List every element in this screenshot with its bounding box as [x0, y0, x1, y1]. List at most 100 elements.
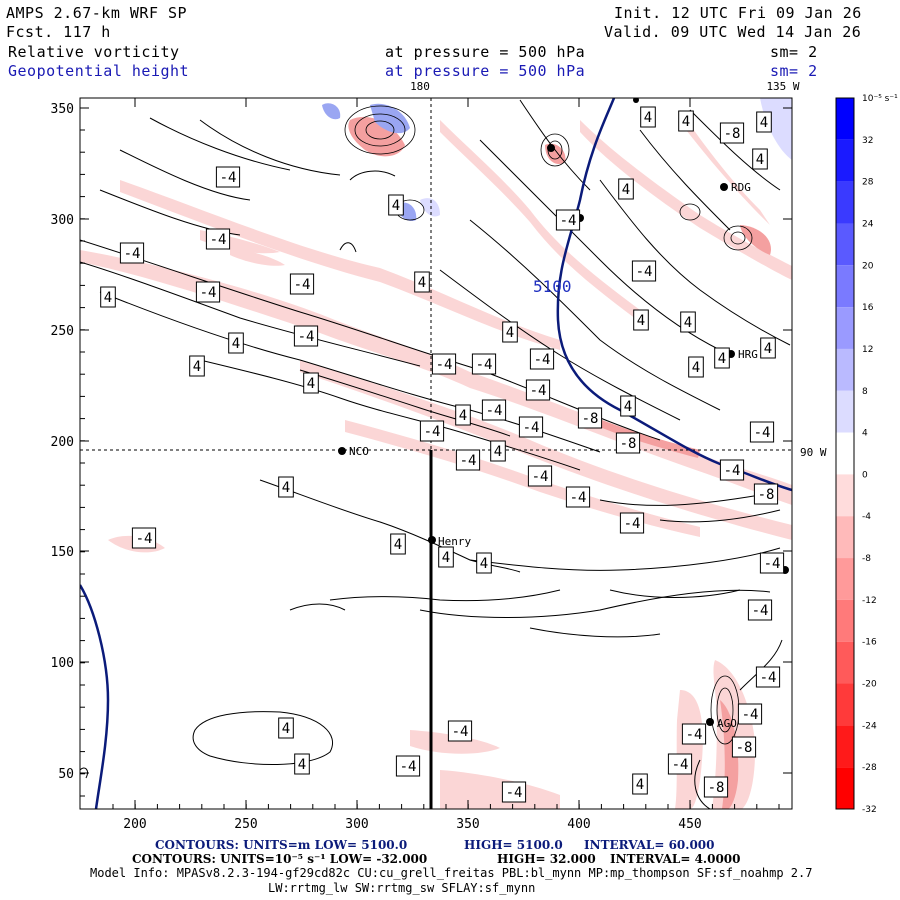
colorbar-tick-label: -24: [862, 721, 877, 731]
svg-text:4: 4: [506, 325, 514, 341]
contour-label: -4: [527, 465, 553, 487]
colorbar-tick-label: 8: [862, 387, 868, 397]
contour-label: 4: [490, 440, 506, 462]
contour-label: -4: [471, 353, 497, 375]
y-tick-label: 150: [51, 545, 74, 560]
contour-label: 4: [278, 476, 294, 498]
colorbar-segment: [836, 599, 854, 642]
svg-text:4: 4: [692, 360, 700, 376]
colorbar-segment: [836, 683, 854, 726]
svg-text:4: 4: [636, 777, 644, 793]
svg-text:-4: -4: [400, 759, 417, 775]
svg-text:4: 4: [459, 408, 467, 424]
model-title: AMPS 2.67-km WRF SP: [6, 4, 188, 22]
svg-text:4: 4: [756, 152, 764, 168]
svg-text:-8: -8: [582, 411, 599, 427]
colorbar-segment: [836, 432, 854, 475]
contour-label: -4: [681, 723, 707, 745]
field-height: Geopotential height: [8, 62, 190, 80]
colorbar-segment: [836, 558, 854, 600]
contour-label: 4: [678, 110, 694, 132]
contour-label: 4: [390, 533, 406, 555]
svg-text:-4: -4: [532, 469, 549, 485]
colorbar-tick-label: 4: [862, 429, 868, 439]
parallel-label-90w: 90 W: [800, 446, 827, 459]
colorbar-tick-label: -8: [862, 554, 871, 564]
valid-time: Valid. 09 UTC Wed 14 Jan 26: [604, 23, 862, 41]
contour-label: 4: [455, 404, 471, 426]
contour-label: -8: [753, 483, 779, 505]
contour-label: 4: [294, 753, 310, 775]
colorbar-segment: [836, 223, 854, 266]
svg-text:-4: -4: [754, 425, 771, 441]
colorbar-segment: [836, 390, 854, 433]
contour-label: -8: [615, 432, 641, 454]
contour-label: -4: [555, 209, 581, 231]
svg-text:4: 4: [644, 110, 652, 126]
contour-label: 4: [303, 372, 319, 394]
x-tick-label: 450: [678, 817, 701, 832]
contour-label: -4: [755, 666, 781, 688]
contour-label: -4: [525, 379, 551, 401]
colorbar-segment: [836, 348, 854, 391]
svg-text:-4: -4: [764, 556, 781, 572]
svg-text:4: 4: [480, 556, 488, 572]
svg-text:4: 4: [418, 275, 426, 291]
colorbar-segment: [836, 474, 854, 517]
contour-label: 4: [640, 106, 656, 128]
colorbar-tick-label: -4: [862, 512, 871, 522]
svg-text:-4: -4: [752, 603, 769, 619]
contour-label: 4: [388, 194, 404, 216]
contour-label: -4: [529, 348, 555, 370]
contour-label: 4: [476, 552, 492, 574]
svg-text:-4: -4: [136, 531, 153, 547]
svg-text:4: 4: [622, 182, 630, 198]
footer-radiation-info: LW:rrtmg_lw SW:rrtmg_sw SFLAY:sf_mynn: [268, 881, 536, 895]
contour-label: -4: [481, 399, 507, 421]
contour-label: -4: [119, 242, 145, 264]
station-nco-label: NCO: [349, 445, 369, 458]
contour-label: 4: [438, 546, 454, 568]
colorbar-segment: [836, 265, 854, 308]
smoothing-vorticity: sm= 2: [770, 43, 818, 61]
y-tick-label: 250: [51, 324, 74, 339]
contour-label: -4: [447, 720, 473, 742]
svg-text:-8: -8: [620, 436, 637, 452]
contour-label: -4: [289, 273, 315, 295]
colorbar-tick-label: -12: [862, 596, 877, 606]
svg-text:4: 4: [307, 376, 315, 392]
svg-text:-4: -4: [523, 420, 540, 436]
vorticity-contours: [80, 99, 791, 809]
contour-label: 4: [688, 356, 704, 378]
contour-label: 4: [278, 717, 294, 739]
footer-height-interval: INTERVAL= 60.000: [584, 838, 715, 852]
station-marker: [547, 144, 555, 152]
colorbar-tick-label: -28: [862, 763, 877, 773]
contour-label: -4: [215, 166, 241, 188]
contour-label: 4: [620, 395, 636, 417]
svg-text:4: 4: [682, 114, 690, 130]
svg-text:4: 4: [764, 341, 772, 357]
colorbar-tick-label: 0: [862, 470, 868, 480]
field-vorticity: Relative vorticity: [8, 43, 180, 61]
x-tick-label: 400: [567, 817, 590, 832]
contour-label: -8: [719, 122, 745, 144]
height-contour-label: 5100: [533, 277, 572, 296]
pressure-height: at pressure = 500 hPa: [385, 62, 586, 80]
svg-text:4: 4: [684, 315, 692, 331]
svg-text:4: 4: [637, 313, 645, 329]
contour-label: -4: [419, 420, 445, 442]
colorbar-segment: [836, 641, 854, 684]
svg-text:-4: -4: [570, 490, 587, 506]
meridian-label-135w: 135 W: [766, 80, 799, 93]
colorbar-tick-label: -32: [862, 805, 877, 815]
y-tick-label: 100: [51, 656, 74, 671]
plot-area: 5100 NCO Henry AGO HRG RDG 4-4-4-4-4-44-…: [80, 98, 792, 809]
svg-text:-4: -4: [220, 170, 237, 186]
contour-label: -4: [565, 486, 591, 508]
init-time: Init. 12 UTC Fri 09 Jan 26: [614, 4, 862, 22]
contour-label: 4: [756, 111, 772, 133]
svg-text:-4: -4: [460, 453, 477, 469]
vorticity-negative-shading: [80, 110, 792, 809]
y-tick-label: 350: [51, 102, 74, 117]
